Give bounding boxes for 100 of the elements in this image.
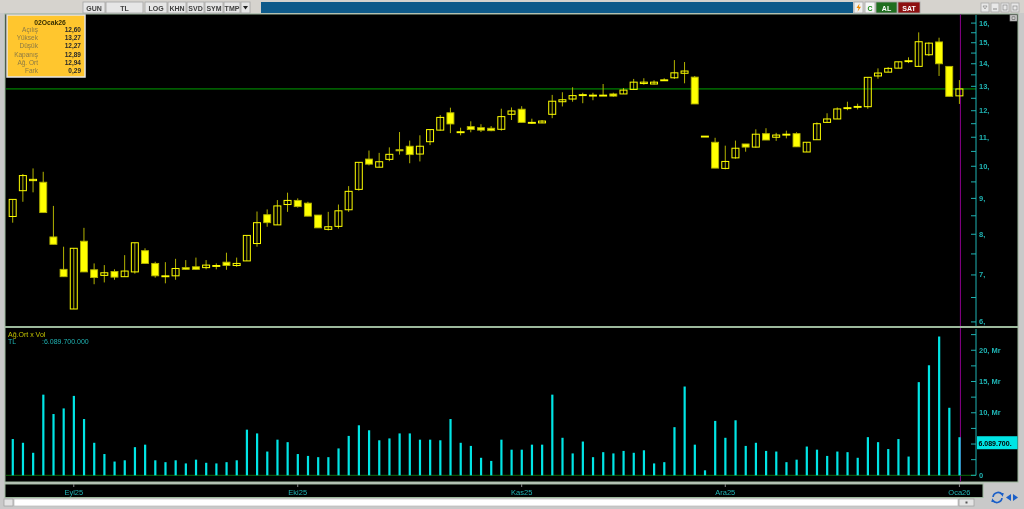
- bar: [551, 394, 554, 476]
- candlestick: [823, 112, 832, 123]
- bar: [388, 438, 391, 476]
- candlestick: [548, 94, 557, 119]
- candlestick: [49, 205, 58, 245]
- bar: [174, 460, 177, 476]
- candlestick: [446, 107, 455, 134]
- bar: [429, 439, 432, 476]
- bar: [256, 433, 259, 476]
- candlestick: [405, 140, 414, 164]
- bar: [113, 461, 116, 476]
- bar: [866, 437, 869, 476]
- bar: [367, 430, 371, 476]
- bar: [897, 439, 900, 476]
- bar: [530, 444, 534, 476]
- bar: [327, 457, 330, 476]
- bar: [785, 462, 788, 476]
- bar: [225, 462, 228, 476]
- candlestick: [90, 262, 99, 285]
- bar: [622, 450, 625, 476]
- bar: [693, 444, 696, 476]
- candlestick: [334, 204, 343, 230]
- bar: [887, 449, 890, 476]
- bar: [245, 429, 249, 476]
- bar: [938, 336, 941, 476]
- bar: [541, 444, 544, 476]
- bar: [164, 462, 167, 476]
- candlestick: [721, 145, 730, 170]
- bar: [642, 450, 646, 476]
- bar: [184, 463, 187, 476]
- candlestick: [415, 134, 424, 162]
- bar: [500, 439, 503, 476]
- bar: [123, 460, 126, 476]
- candlestick: [273, 199, 282, 226]
- bar: [317, 457, 320, 476]
- bar: [958, 437, 961, 476]
- bar: [591, 457, 595, 476]
- candlestick: [527, 118, 536, 125]
- bar: [449, 419, 452, 476]
- bar: [948, 407, 951, 476]
- candlestick: [365, 150, 373, 166]
- bar: [286, 442, 289, 476]
- bar: [663, 462, 666, 476]
- bar: [62, 408, 65, 476]
- candlestick: [202, 259, 211, 270]
- candlestick: [914, 31, 923, 67]
- bar: [378, 440, 381, 476]
- bar: [337, 448, 340, 476]
- bar: [154, 460, 157, 476]
- candlestick: [191, 257, 200, 271]
- bar: [82, 419, 86, 476]
- candlestick: [751, 128, 760, 149]
- candlestick: [497, 108, 506, 132]
- candlestick: [130, 242, 139, 275]
- bar: [714, 420, 717, 476]
- candlestick: [650, 79, 659, 85]
- bar: [876, 442, 880, 476]
- candlestick: [731, 140, 740, 160]
- candlestick: [629, 78, 638, 90]
- candlestick: [120, 254, 129, 278]
- candlestick: [873, 67, 882, 80]
- bar: [734, 420, 737, 476]
- bar: [418, 439, 422, 476]
- candlestick: [812, 121, 821, 141]
- bar: [103, 454, 106, 476]
- bar: [673, 427, 676, 476]
- candlestick: [8, 198, 17, 224]
- candlestick: [242, 234, 251, 262]
- bar: [215, 463, 218, 476]
- bar: [52, 414, 55, 476]
- candlestick: [477, 123, 485, 133]
- candlestick: [599, 83, 608, 97]
- bar: [602, 452, 605, 476]
- bar: [72, 395, 75, 476]
- bar: [357, 425, 360, 476]
- bar: [703, 470, 707, 476]
- candlestick: [375, 152, 384, 168]
- candlestick: [253, 211, 262, 248]
- candlestick: [935, 37, 943, 77]
- candlestick: [29, 167, 38, 193]
- candlestick: [324, 211, 333, 231]
- bar: [347, 435, 350, 476]
- bar: [235, 460, 238, 476]
- bar: [571, 453, 574, 476]
- candlestick: [283, 192, 292, 213]
- candlestick: [69, 247, 78, 310]
- bar: [846, 452, 849, 476]
- candlestick: [395, 131, 404, 156]
- candlestick: [344, 185, 353, 213]
- bar: [42, 394, 45, 476]
- candlestick: [354, 161, 363, 192]
- candlestick: [955, 79, 964, 105]
- bar: [133, 447, 137, 476]
- bar: [561, 437, 564, 476]
- bar: [510, 449, 513, 476]
- candlestick: [426, 129, 435, 146]
- bar: [144, 444, 147, 476]
- bar: [917, 382, 920, 476]
- bar: [398, 433, 401, 476]
- candlestick: [59, 246, 68, 278]
